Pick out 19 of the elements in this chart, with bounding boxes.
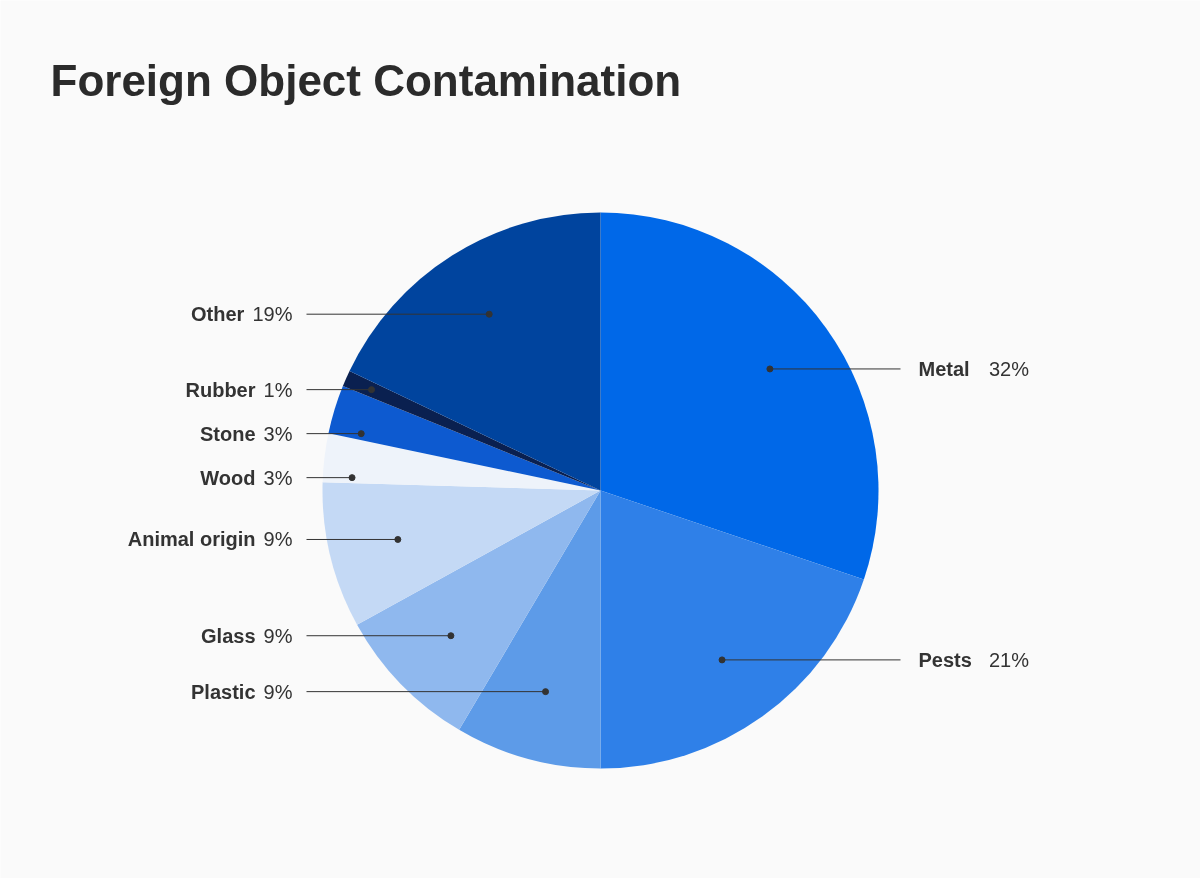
slice-label: Stone xyxy=(199,422,256,445)
data-label: 19% xyxy=(252,303,293,326)
slice-label: Rubber xyxy=(185,378,256,401)
data-label: 21% xyxy=(989,648,1030,671)
slice-label: Metal xyxy=(918,357,970,380)
data-label: 3% xyxy=(263,422,293,445)
data-label: 9% xyxy=(263,624,293,647)
data-label: 1% xyxy=(263,378,293,401)
slice-label: Pests xyxy=(918,648,972,671)
data-label: 32% xyxy=(989,357,1030,380)
slice-label: Other xyxy=(190,303,245,326)
slice-label: Plastic xyxy=(191,680,256,703)
data-label: 9% xyxy=(263,528,293,551)
chart-title: Foreign Object Contamination xyxy=(50,56,682,105)
slice-label: Glass xyxy=(201,624,256,647)
slice-label: Animal origin xyxy=(127,528,256,551)
data-label: 9% xyxy=(263,680,293,703)
data-label: 3% xyxy=(263,466,293,489)
slice-label: Wood xyxy=(200,466,256,489)
